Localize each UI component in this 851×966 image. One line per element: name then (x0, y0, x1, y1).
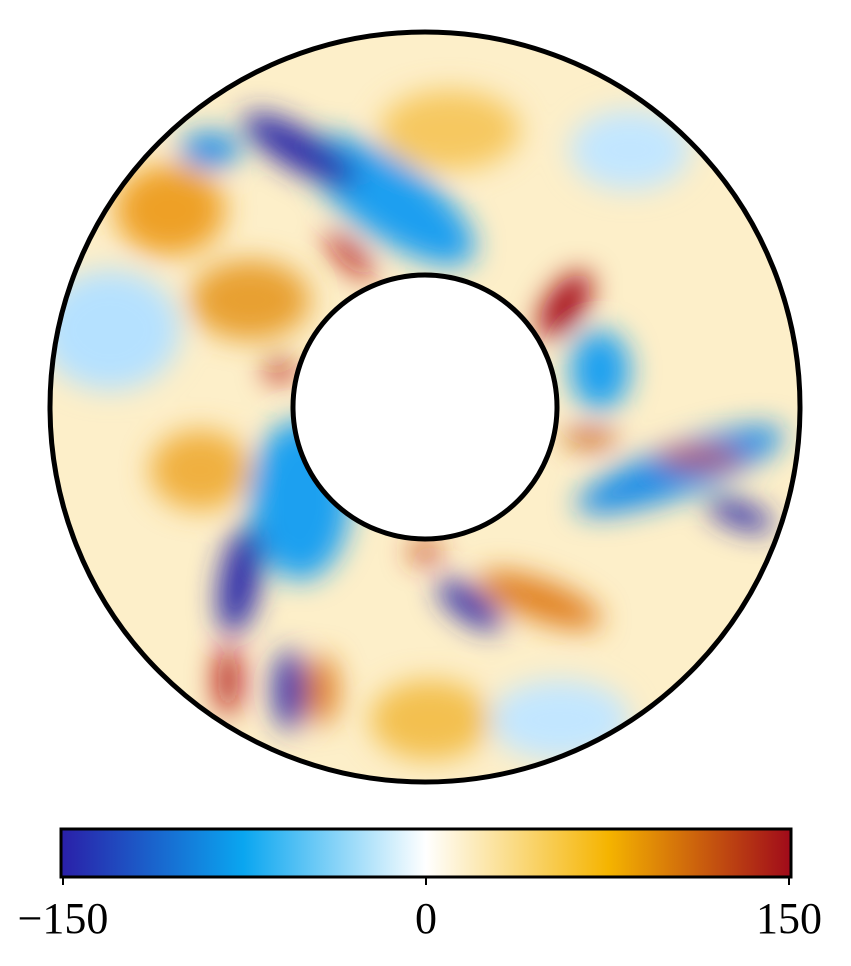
colorbar (59, 827, 793, 879)
colorbar-ticks: −150 0 150 (18, 877, 822, 943)
tick-label: −150 (18, 894, 109, 943)
field (49, 31, 801, 783)
outer-boundary (47, 29, 803, 785)
tick-label: 0 (415, 894, 437, 943)
inner-boundary (290, 272, 560, 542)
tick-label: 150 (756, 894, 822, 943)
